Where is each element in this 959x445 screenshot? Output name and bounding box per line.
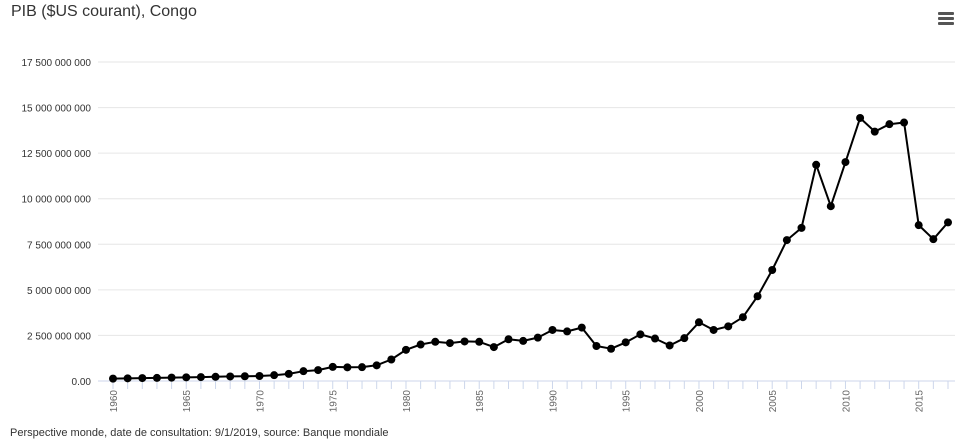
data-point (709, 325, 718, 334)
data-point (196, 373, 205, 382)
data-point (914, 221, 923, 230)
y-tick-label: 5 000 000 000 (27, 286, 91, 297)
data-point (240, 372, 249, 381)
data-point (431, 337, 440, 346)
data-point (665, 341, 674, 350)
data-point (167, 373, 176, 382)
data-point (592, 342, 601, 351)
data-point (343, 363, 352, 372)
data-point (826, 202, 835, 211)
y-tick-label: 2 500 000 000 (27, 331, 91, 342)
data-point (255, 371, 264, 380)
data-point (328, 362, 337, 371)
series-line (112, 117, 949, 380)
data-point (548, 325, 557, 334)
y-tick-label: 0.00 (72, 377, 92, 388)
grid-lines (98, 61, 955, 336)
x-tick-label: 2000 (695, 390, 706, 413)
data-point (358, 363, 367, 372)
data-point (387, 355, 396, 364)
data-point (460, 337, 469, 346)
data-point (270, 371, 279, 380)
y-tick-label: 10 000 000 000 (21, 195, 91, 206)
menu-bar (938, 17, 954, 20)
data-point (314, 366, 323, 375)
data-point (299, 367, 308, 376)
x-tick-label: 1965 (182, 390, 193, 413)
x-tick-label: 2015 (915, 390, 926, 413)
chart-title: PIB ($US courant), Congo (11, 3, 197, 20)
y-tick-label: 17 500 000 000 (21, 58, 91, 69)
data-point (109, 374, 117, 383)
data-point (577, 323, 586, 332)
data-point (504, 335, 513, 344)
x-axis-ticks: 1960 1965 1970 1975 1980 1985 1990 1995 2000 2005… (109, 390, 926, 413)
data-point (900, 118, 909, 127)
data-point (533, 333, 542, 342)
series-gdp (109, 113, 952, 383)
data-point (563, 327, 572, 336)
data-point (636, 330, 645, 339)
x-tick-label: 1995 (622, 390, 633, 413)
x-tick-label: 1980 (402, 390, 413, 413)
x-tick-label: 1960 (109, 390, 120, 413)
x-tick-label: 2005 (768, 390, 779, 413)
data-point (768, 265, 777, 274)
x-tick-label: 1970 (255, 390, 266, 413)
data-point (856, 113, 865, 122)
y-tick-label: 12 500 000 000 (21, 149, 91, 160)
y-axis-ticks: 0.00 2 500 000 000 5 000 000 000 7 500 000 … (21, 58, 91, 388)
line-chart: 0.00 2 500 000 000 5 000 000 000 7 500 000 … (21, 58, 955, 413)
data-point (753, 292, 762, 301)
data-point (226, 372, 235, 381)
y-tick-label: 7 500 000 000 (27, 240, 91, 251)
data-point (885, 120, 894, 129)
data-point (738, 313, 747, 322)
x-tick-label: 1985 (475, 390, 486, 413)
data-point (401, 345, 410, 354)
data-point (211, 372, 220, 381)
x-axis (98, 380, 955, 389)
data-point (489, 343, 498, 352)
y-tick-label: 15 000 000 000 (21, 104, 91, 115)
x-tick-label: 2010 (841, 390, 852, 413)
data-point (475, 337, 484, 346)
hamburger-menu-icon[interactable] (936, 10, 956, 26)
data-point (519, 336, 528, 345)
data-point (929, 235, 938, 244)
data-point (284, 369, 293, 378)
data-point (138, 374, 147, 383)
data-point (651, 334, 660, 343)
x-tick-label: 1975 (329, 390, 340, 413)
data-point (944, 218, 952, 227)
data-point (445, 339, 454, 348)
data-point (680, 334, 689, 343)
data-point (152, 373, 161, 382)
data-point (724, 322, 733, 331)
data-point (841, 158, 850, 167)
data-point (182, 373, 191, 382)
data-point (607, 344, 616, 353)
menu-bar (938, 22, 954, 25)
data-point (694, 318, 703, 327)
data-point (621, 338, 630, 347)
data-point (372, 361, 381, 370)
x-tick-label: 1990 (548, 390, 559, 413)
data-point (123, 374, 132, 383)
data-point (782, 236, 791, 245)
data-point (812, 160, 821, 169)
data-point (416, 340, 425, 349)
source-note: Perspective monde, date de consultation:… (10, 427, 389, 439)
data-point (797, 223, 806, 232)
data-point (870, 127, 879, 136)
menu-bar (938, 12, 954, 15)
